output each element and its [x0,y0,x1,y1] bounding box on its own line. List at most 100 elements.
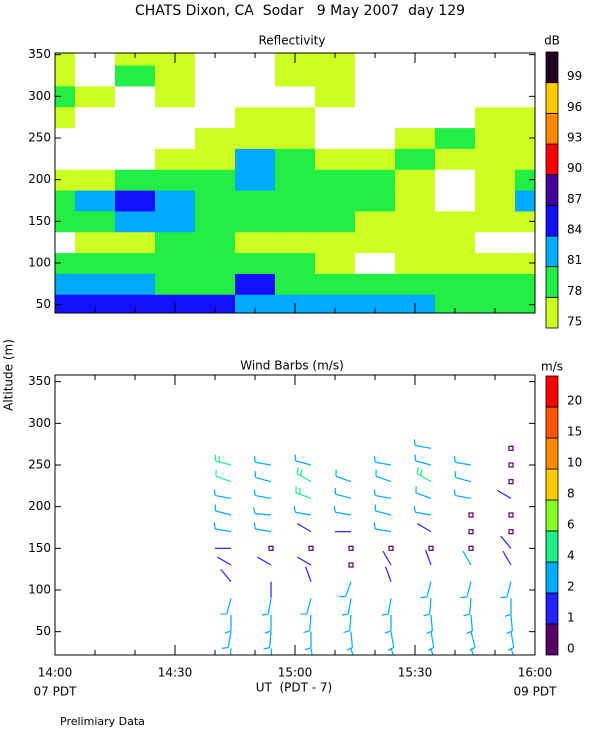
colorbar-box [545,112,559,145]
wind-barb [253,522,272,533]
contour-cell [195,273,236,295]
x-note: 07 PDT [34,685,78,699]
contour-cell [115,169,156,191]
y-tick-label: 200 [28,172,51,186]
wind-barb [213,522,232,533]
y-tick-label: 100 [28,583,51,597]
calm-marker [508,479,514,485]
wind-barb [374,504,392,516]
contour-cell [275,190,316,212]
contour-cell [195,190,236,212]
contour-cell [515,148,535,170]
wind-barb [381,598,392,616]
contour-cell [355,127,396,149]
wind-barb [339,581,352,598]
colorbar-label: 8 [567,487,575,501]
colorbar-label: 99 [567,69,582,83]
wind-barb [416,523,432,533]
contour-cell [195,252,236,274]
contour-cell [475,190,516,212]
contour-cell [315,273,356,295]
contour-cell [475,148,516,170]
contour-cell [435,294,476,313]
wind-barb [213,489,232,499]
contour-cell [155,65,196,87]
colorbar-box [545,204,559,237]
contour-cell [475,294,516,313]
contour-cell [515,231,535,254]
contour-cell [235,231,276,254]
contour-cell [155,231,196,254]
contour-cell [435,231,476,254]
colorbar-label: 84 [567,223,582,237]
contour-cell [515,252,535,274]
wind-barb [333,505,352,516]
wind-barb [460,581,472,599]
contour-cell [195,106,236,129]
contour-cell [355,169,396,191]
colorbar-box [545,406,559,439]
contour-cell [275,273,316,295]
y-tick-label: 350 [28,47,51,61]
calm-marker [388,545,394,551]
contour-cell [55,294,76,313]
y-tick-label: 50 [36,297,51,311]
colorbar-unit: m/s [541,360,563,374]
wind-barb [214,504,232,516]
wind-barb [373,455,392,466]
contour-cell [55,169,76,191]
wind-barb [296,556,312,566]
contour-cell [75,127,116,149]
wind-barb [334,487,352,499]
y-tick-label: 200 [28,499,51,513]
contour-cell [355,148,396,170]
calm-marker [348,545,354,551]
contour-cell [435,252,476,274]
contour-cell [315,106,356,129]
wind-barb [420,581,432,599]
contour-cell [315,127,356,149]
wind-barb [214,454,232,466]
wind-barb [384,615,392,634]
wind-barb [423,598,432,617]
contour-cell [435,190,476,212]
contour-cell [395,252,436,274]
contour-cell [235,53,276,66]
contour-cell [435,65,476,87]
contour-cell [235,127,276,149]
contour-cell [475,169,516,191]
contour-cell [55,231,76,254]
contour-cell [435,273,476,295]
contour-cell [315,294,356,313]
colorbar-label: 10 [567,456,582,470]
contour-cell [275,169,316,191]
contour-cell [435,169,476,191]
plot-area [55,53,535,313]
colorbar-box [545,499,559,532]
wind-barb [294,454,312,466]
contour-cell [235,252,276,274]
wind-barb [414,454,432,466]
contour-cell [155,252,196,274]
wind-barb [470,648,475,655]
contour-cell [115,210,156,233]
contour-cell [235,85,276,108]
wind-barb [506,614,513,635]
contour-cell [75,294,116,313]
contour-cell [515,210,535,233]
contour-cell [115,252,156,274]
contour-cell [395,106,436,129]
colorbar-label: 1 [567,611,575,625]
contour-cell [435,85,476,108]
wind-barb [253,507,272,516]
contour-cell [355,190,396,212]
wind-barb [373,489,392,499]
colorbar-box [545,530,559,563]
colorbar-label: 4 [567,549,575,563]
contour-cell [515,127,535,149]
wind-barb [510,648,515,655]
plot-area [213,439,515,655]
contour-cell [155,85,196,108]
wind-barb [384,566,392,582]
contour-cell [315,210,356,233]
